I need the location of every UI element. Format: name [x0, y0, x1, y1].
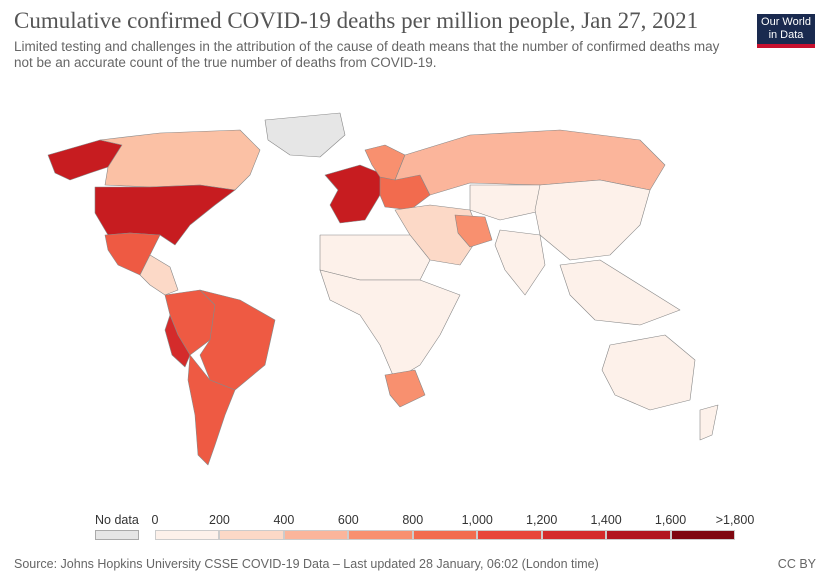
legend-bin-6[interactable]	[541, 530, 607, 540]
no-data-label: No data	[95, 513, 139, 527]
legend-tick: 0	[151, 513, 159, 527]
chart-title: Cumulative confirmed COVID-19 deaths per…	[14, 8, 699, 33]
owid-logo[interactable]: Our World in Data	[757, 14, 815, 48]
legend-tick: >1,800	[715, 513, 755, 527]
license-link[interactable]: CC BY	[777, 557, 816, 571]
no-data-swatch[interactable]	[95, 530, 139, 540]
region-australia[interactable]	[601, 334, 696, 411]
region-argentina-chile[interactable]	[187, 354, 236, 466]
region-south-africa[interactable]	[384, 369, 426, 408]
region-central-asia[interactable]	[469, 184, 546, 221]
region-north-africa[interactable]	[319, 234, 431, 281]
legend-tick: 200	[209, 513, 230, 527]
region-new-zealand[interactable]	[699, 404, 719, 441]
legend: No data 0 200 400 600 800 1,000 1,200 1,400 1,60…	[0, 510, 830, 542]
legend-tick: 400	[273, 513, 295, 527]
region-india-south-asia[interactable]	[494, 229, 546, 296]
region-southeast-asia[interactable]	[559, 259, 681, 326]
logo-line-1: Our World	[761, 16, 811, 28]
region-china-east-asia[interactable]	[534, 179, 651, 261]
region-western-europe[interactable]	[324, 164, 386, 224]
legend-tick: 1,200	[526, 513, 558, 527]
region-central-america[interactable]	[139, 254, 179, 296]
world-map[interactable]	[0, 95, 830, 505]
legend-bin-1[interactable]	[219, 530, 284, 540]
legend-bin-3[interactable]	[348, 530, 413, 540]
legend-bin-5[interactable]	[477, 530, 542, 540]
legend-bin-2[interactable]	[283, 530, 349, 540]
legend-tick: 600	[337, 513, 359, 527]
region-greenland[interactable]	[264, 112, 346, 158]
legend-tick: 1,000	[461, 513, 493, 527]
legend-bins	[155, 530, 735, 540]
legend-bin-0[interactable]	[155, 530, 220, 540]
legend-tick: 1,400	[590, 513, 622, 527]
region-united-states[interactable]	[94, 184, 236, 246]
region-sub-saharan-africa[interactable]	[319, 269, 461, 381]
logo-line-2: in Data	[768, 29, 804, 41]
region-canada[interactable]	[99, 129, 261, 191]
source-note: Source: Johns Hopkins University CSSE CO…	[14, 557, 599, 571]
region-peru[interactable]	[164, 314, 191, 368]
legend-bin-8[interactable]	[670, 530, 735, 540]
region-iran[interactable]	[454, 214, 493, 248]
legend-tick: 1,600	[654, 513, 687, 527]
legend-bin-7[interactable]	[606, 530, 671, 540]
legend-bin-4[interactable]	[412, 530, 478, 540]
chart-subtitle: Limited testing and challenges in the at…	[14, 39, 720, 70]
legend-tick: 800	[402, 513, 424, 527]
